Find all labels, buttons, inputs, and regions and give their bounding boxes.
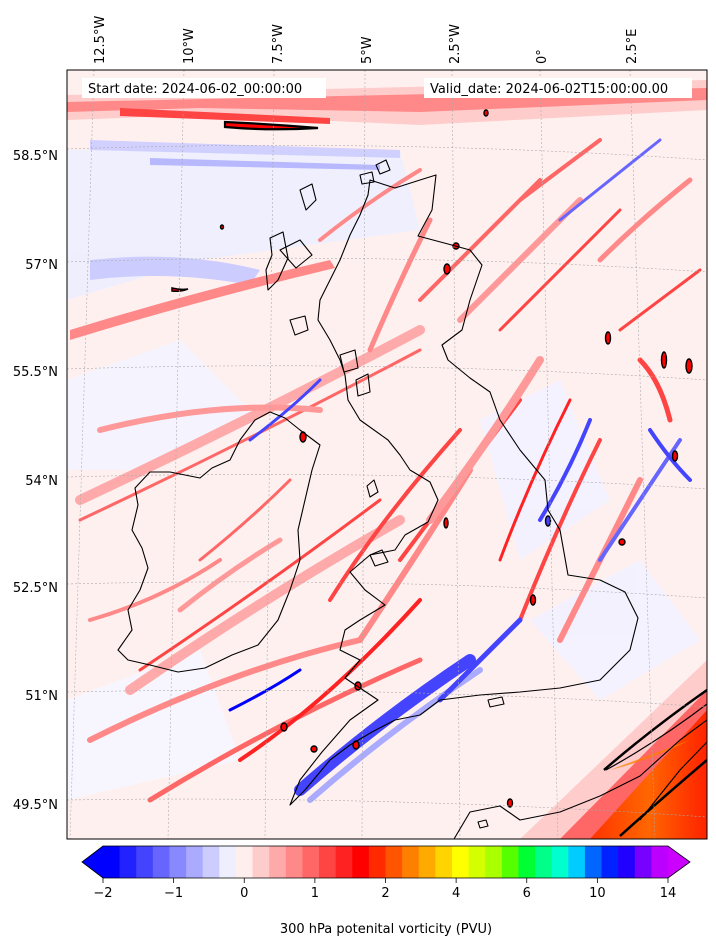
colorbar-cell [501,846,519,878]
colorbar-tick-label: −1 [164,886,183,901]
colorbar-cell [485,846,503,878]
lat-label: 58.5°N [13,149,58,164]
lat-label: 49.5°N [13,798,58,813]
colorbar-cell [252,846,270,878]
colorbar-cell [468,846,486,878]
colorbar-cell [302,846,320,878]
colorbar-ticks: −2 −1 0 1 2 4 6 10 14 [93,878,676,901]
lat-label: 52.5°N [13,581,58,596]
coastlines [117,159,707,839]
colorbar-cell [518,846,536,878]
colorbar-cell [152,846,170,878]
colorbar-cell [169,846,187,878]
lon-label: 12.5°W [93,16,108,64]
map-panel: Start date: 2024-06-02_00:00:00 Valid_da… [67,70,707,839]
colorbar-cell [385,846,403,878]
colorbar-cells [103,846,669,878]
colorbar-cell [451,846,470,878]
colorbar: −2 −1 0 1 2 4 6 10 14 300 hPa potenital vorticit… [81,845,691,937]
pv-cells [219,109,693,808]
valid-date-label: Valid_date: 2024-06-02T15:00:00.00 [430,82,668,97]
colorbar-cell [352,846,370,878]
colorbar-cell [618,846,636,878]
colorbar-cell [136,846,154,878]
coast-ireland [117,411,321,673]
start-date-box: Start date: 2024-06-02_00:00:00 [82,78,326,98]
colorbar-cell [186,846,204,878]
colorbar-cell [319,846,337,878]
start-date-label: Start date: 2024-06-02_00:00:00 [88,82,302,97]
lat-label: 54°N [25,474,58,489]
colorbar-cell [103,846,121,878]
colorbar-cell [601,846,619,878]
coast-hebrides [265,231,289,291]
colorbar-tick-label: 0 [240,886,248,901]
colorbar-cell [551,846,569,878]
latitude-labels: 58.5°N 57°N 55.5°N 54°N 52.5°N 51°N 49.5… [13,149,58,813]
colorbar-tick-label: 10 [589,886,606,901]
colorbar-cell [584,846,603,878]
colorbar-cell [269,846,287,878]
colorbar-cell [535,846,553,878]
colorbar-tick-label: −2 [93,886,112,901]
graticule [67,70,707,839]
lon-label: 5°W [360,36,375,64]
colorbar-tick-label: 4 [452,886,460,901]
lat-label: 51°N [25,689,58,704]
lon-label: 10°W [182,28,197,64]
pv-blue-band-west [70,256,335,340]
colorbar-cell [202,846,220,878]
colorbar-cell [285,846,303,878]
lat-label: 57°N [25,258,58,273]
colorbar-cell [335,846,353,878]
colorbar-cell [651,846,669,878]
coast-france [453,719,707,839]
lon-label: 0° [535,49,550,64]
colorbar-tick-label: 1 [311,886,319,901]
colorbar-cell [634,846,652,878]
colorbar-cell [418,846,436,878]
lat-label: 55.5°N [13,365,58,380]
lon-label: 2.5°E [625,29,640,64]
colorbar-tick-label: 2 [381,886,389,901]
colorbar-cell [435,846,453,878]
colorbar-cell [402,846,420,878]
colorbar-label: 300 hPa potenital vorticity (PVU) [280,922,492,937]
longitude-labels: 12.5°W 10°W 7.5°W 5°W 2.5°W 0° 2.5°E [93,16,640,64]
coast-great-britain [289,174,639,806]
lon-label: 7.5°W [271,24,286,64]
colorbar-cell [219,846,237,878]
colorbar-extend-low [82,846,103,878]
colorbar-cell [568,846,586,878]
colorbar-tick-label: 14 [660,886,677,901]
lon-label: 2.5°W [448,24,463,64]
colorbar-tick-label: 6 [523,886,531,901]
map-frame [66,69,708,840]
colorbar-cell [119,846,137,878]
colorbar-extend-high [668,846,690,878]
colorbar-cell [235,846,254,878]
colorbar-cell [368,846,386,878]
valid-date-box: Valid_date: 2024-06-02T15:00:00.00 [424,78,692,98]
